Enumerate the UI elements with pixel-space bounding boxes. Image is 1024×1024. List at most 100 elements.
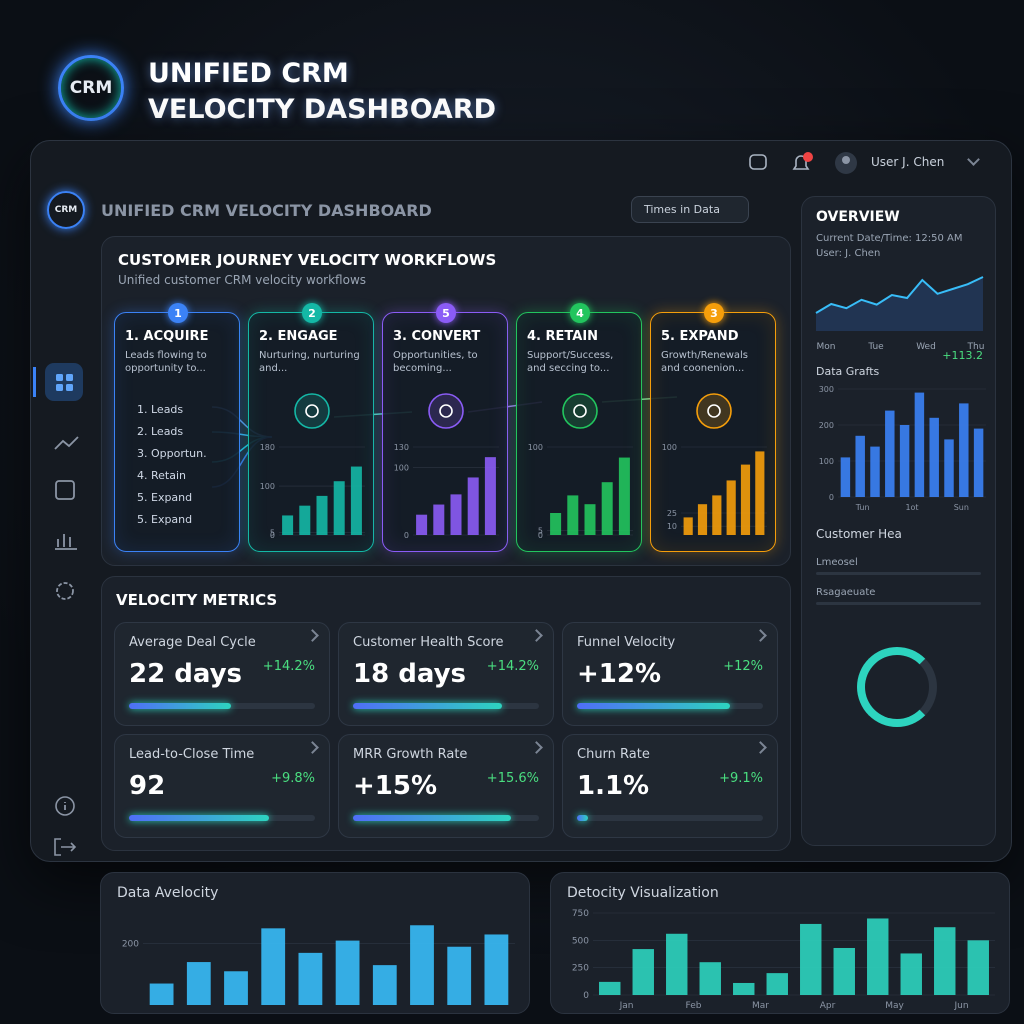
progress-track (353, 703, 539, 709)
overview-panel: OVERVIEW Current Date/Time: 12:50 AM Use… (801, 196, 996, 846)
progress-track (577, 815, 763, 821)
bar (726, 480, 736, 535)
stage-badge: 4 (570, 303, 590, 323)
y-tick-label: 200 (122, 940, 139, 950)
stage-card: 2 2. ENGAGE Nurturing, nurturing and... 180… (248, 303, 374, 552)
mini-chart: 200 (122, 925, 515, 1005)
bottom-panel: Data Avelocity 200 (100, 872, 530, 1014)
metric-card: Average Deal Cycle 22 days +14.2% (114, 622, 330, 726)
metric-label: Average Deal Cycle (129, 635, 256, 650)
stage-desc: Support/Success, and seccing to... (527, 350, 614, 374)
bar (755, 451, 765, 535)
stage-icon (696, 393, 732, 429)
metric-change: +14.2% (262, 659, 315, 674)
nav-dashboard[interactable] (45, 363, 83, 401)
y-tick-label: 130 (394, 443, 409, 452)
metric-open[interactable] (530, 741, 543, 754)
progress-fill (353, 703, 502, 709)
x-tick-label: Mar (752, 1001, 769, 1011)
bar (335, 940, 360, 1005)
y-tick-label: 100 (394, 463, 409, 472)
nav-info[interactable] (55, 796, 75, 816)
health-item: Lmeosel (816, 557, 858, 568)
metric-open[interactable] (754, 629, 767, 642)
nav-settings[interactable] (56, 582, 74, 600)
x-tick-label: Jan (619, 1001, 634, 1011)
stage-badge: 2 (302, 303, 322, 323)
progress-track (129, 815, 315, 821)
stage-desc: Growth/Renewals and coonenion... (661, 350, 749, 374)
metrics-panel: VELOCITY METRICS Average Deal Cycle 22 da… (101, 576, 791, 851)
y-tick-label: 180 (260, 443, 275, 452)
bar (855, 435, 865, 497)
brand-title: UNIFIED CRM VELOCITY DASHBOARD (148, 56, 496, 128)
user-name[interactable]: User J. Chen (871, 155, 945, 169)
progress-track (577, 703, 763, 709)
panel-title: Detocity Visualization (567, 885, 719, 901)
stage-badge: 3 (704, 303, 724, 323)
chat-icon[interactable] (749, 154, 767, 170)
filter-dropdown[interactable]: Times in Data (631, 196, 749, 223)
y-tick-label: 10 (667, 522, 677, 531)
user-menu-chevron[interactable] (967, 153, 980, 166)
metric-card: Lead-to-Close Time 92 +9.8% (114, 734, 330, 838)
stage-icon-glyph (573, 404, 587, 418)
stage-icon-ring (294, 393, 330, 429)
metric-change: +9.1% (719, 771, 763, 786)
mini-chart: 130 100 0 (394, 443, 499, 540)
nav-trends[interactable] (54, 436, 79, 450)
stage-icon (428, 393, 464, 429)
bar (333, 481, 345, 535)
stage-desc: Leads flowing to opportunity to... (125, 350, 207, 374)
filter-label: Times in Data (644, 203, 720, 216)
y-tick-label: 200 (819, 421, 834, 430)
nav-reports[interactable] (55, 534, 77, 550)
metric-open[interactable] (530, 629, 543, 642)
metric-label: Customer Health Score (353, 635, 504, 650)
sidebar (33, 363, 83, 856)
avatar-head (842, 156, 850, 164)
y-tick-label: 100 (819, 457, 834, 466)
y-tick-label: 250 (572, 964, 589, 974)
stage-name: 1. ACQUIRE (125, 329, 209, 344)
stage-item: 4. Retain (137, 469, 186, 482)
bar (567, 495, 579, 535)
metric-open[interactable] (306, 629, 319, 642)
stage-icon-glyph (707, 404, 721, 418)
progress-fill (353, 815, 512, 821)
bar (867, 918, 889, 995)
stage-icon-glyph (305, 404, 319, 418)
bar (410, 925, 434, 1005)
metric-open[interactable] (754, 741, 767, 754)
x-tick-label: Thu (967, 342, 985, 352)
metric-open[interactable] (306, 741, 319, 754)
bar (299, 505, 311, 535)
metric-value: +12% (577, 659, 662, 689)
bell-icon[interactable] (792, 155, 810, 170)
bar (372, 965, 397, 1005)
bar (316, 495, 328, 535)
metric-change: +14.2% (486, 659, 539, 674)
nav-tasks[interactable] (55, 480, 75, 500)
bar (298, 952, 323, 1005)
mini-chart: 180 100 50 (260, 443, 365, 540)
mini-chart: 300 200 100 0 Tun 1ot Sun (819, 385, 986, 512)
bar (740, 464, 751, 535)
y-tick-label: 0 (538, 531, 543, 540)
bar (934, 927, 956, 995)
health-title: Customer Hea (816, 527, 902, 541)
progress-track (353, 815, 539, 821)
bar (914, 392, 925, 497)
x-tick-label: Sun (954, 503, 969, 512)
progress-fill (577, 815, 589, 821)
progress-track (129, 703, 315, 709)
dashboard-window: User J. Chen CRM UNIFIED CRM VELOCITY DA… (30, 140, 1012, 862)
stage-card: 3 5. EXPAND Growth/Renewals and coonenion.… (650, 303, 776, 552)
nav-logout[interactable] (54, 838, 77, 856)
y-tick-label: 0 (583, 991, 589, 1001)
progress-fill (129, 815, 269, 821)
y-tick-label: 5 (538, 527, 543, 536)
stage-badge: 1 (168, 303, 188, 323)
y-tick-label: 750 (572, 909, 589, 919)
